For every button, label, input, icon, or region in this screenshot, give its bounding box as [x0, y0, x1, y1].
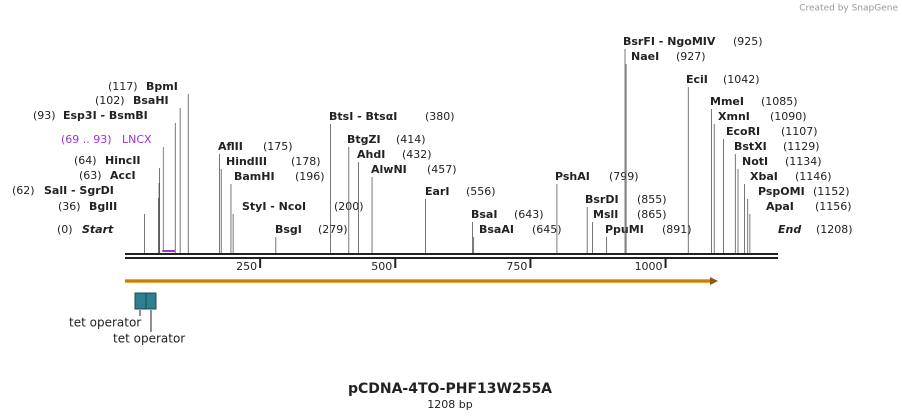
- site-name: PpuMI: [605, 223, 644, 236]
- operator-box: [134, 292, 147, 310]
- operator-box: [145, 292, 157, 310]
- map-subtitle: 1208 bp: [427, 398, 472, 411]
- site-name: BtgZI: [347, 133, 381, 146]
- site-name: BpmI: [146, 80, 178, 93]
- site-position: (1129): [783, 140, 820, 153]
- ruler-label: 250: [236, 260, 257, 273]
- site-position: (380): [425, 110, 455, 123]
- ruler-label: 1000: [635, 260, 663, 273]
- site-position: (799): [609, 170, 639, 183]
- site-name: PspOMI: [758, 185, 805, 198]
- site-position: (1085): [761, 95, 798, 108]
- site-name: EcoRI: [726, 125, 760, 138]
- site-name: BglII: [89, 200, 117, 213]
- site-position: (1134): [785, 155, 822, 168]
- site-position: (556): [466, 185, 496, 198]
- site-position: (457): [427, 163, 457, 176]
- ruler-label: 500: [371, 260, 392, 273]
- site-position: (62): [12, 184, 35, 197]
- operator-label: tet operator: [113, 332, 185, 346]
- site-name: AlwNI: [371, 163, 407, 176]
- end-label: End: [778, 223, 801, 236]
- site-position: (279): [318, 223, 348, 236]
- site-position: (117): [108, 80, 138, 93]
- site-name: BsaHI: [133, 94, 169, 107]
- site-name: PshAI: [555, 170, 590, 183]
- site-position: (1152): [813, 185, 850, 198]
- site-name: ApaI: [766, 200, 794, 213]
- site-position: (927): [676, 50, 706, 63]
- site-name: HincII: [105, 154, 141, 167]
- site-name: BsrFI - NgoMIV: [623, 35, 716, 48]
- site-position: (196): [295, 170, 325, 183]
- site-position: (178): [291, 155, 321, 168]
- site-name: NaeI: [631, 50, 659, 63]
- site-position: (432): [402, 148, 432, 161]
- start-label: Start: [82, 223, 114, 236]
- credit: Created by SnapGene: [799, 4, 898, 14]
- site-position: (891): [662, 223, 692, 236]
- site-position: (865): [637, 208, 667, 221]
- site-name: AhdI: [357, 148, 385, 161]
- site-name: EarI: [425, 185, 449, 198]
- site-position: (414): [396, 133, 426, 146]
- site-name: XmnI: [718, 110, 750, 123]
- site-position: (102): [95, 94, 125, 107]
- site-name: Esp3I - BsmBI: [63, 109, 148, 122]
- site-position: (643): [514, 208, 544, 221]
- map-title: pCDNA-4TO-PHF13W255A: [348, 381, 552, 397]
- site-position: (36): [58, 200, 81, 213]
- end-position: (1208): [816, 223, 853, 236]
- site-position: (925): [733, 35, 763, 48]
- site-position: (1146): [795, 170, 832, 183]
- site-position: (1156): [815, 200, 852, 213]
- site-name: BsgI: [275, 223, 302, 236]
- site-name: MmeI: [710, 95, 744, 108]
- site-name: HindIII: [226, 155, 267, 168]
- site-position: (93): [33, 109, 56, 122]
- feature-arrow-head: [710, 277, 718, 285]
- operator-label: tet operator: [69, 316, 141, 330]
- site-name: BsaI: [471, 208, 497, 221]
- site-name: NotI: [742, 155, 768, 168]
- site-position: (63): [79, 169, 102, 182]
- site-name: BsrDI: [585, 193, 619, 206]
- site-name: BsaAI: [479, 223, 514, 236]
- site-position: (1090): [770, 110, 807, 123]
- ruler-label: 750: [506, 260, 527, 273]
- site-name: XbaI: [750, 170, 778, 183]
- site-name: MslI: [593, 208, 618, 221]
- site-position: (1107): [781, 125, 818, 138]
- site-name: AflII: [218, 140, 243, 153]
- site-name: BamHI: [234, 170, 275, 183]
- start-position: (0): [57, 223, 73, 236]
- site-name: BtsI - BtsαI: [329, 110, 397, 123]
- site-name: StyI - NcoI: [242, 200, 306, 213]
- feature-range: (69 .. 93): [61, 133, 112, 146]
- site-name: SalI - SgrDI: [44, 184, 114, 197]
- site-name: AccI: [110, 169, 136, 182]
- site-position: (645): [532, 223, 562, 236]
- site-name: BstXI: [734, 140, 767, 153]
- site-name: EciI: [686, 73, 708, 86]
- site-position: (175): [263, 140, 293, 153]
- site-position: (1042): [723, 73, 760, 86]
- feature-name: LNCX: [122, 133, 152, 146]
- site-position: (64): [74, 154, 97, 167]
- site-position: (855): [637, 193, 667, 206]
